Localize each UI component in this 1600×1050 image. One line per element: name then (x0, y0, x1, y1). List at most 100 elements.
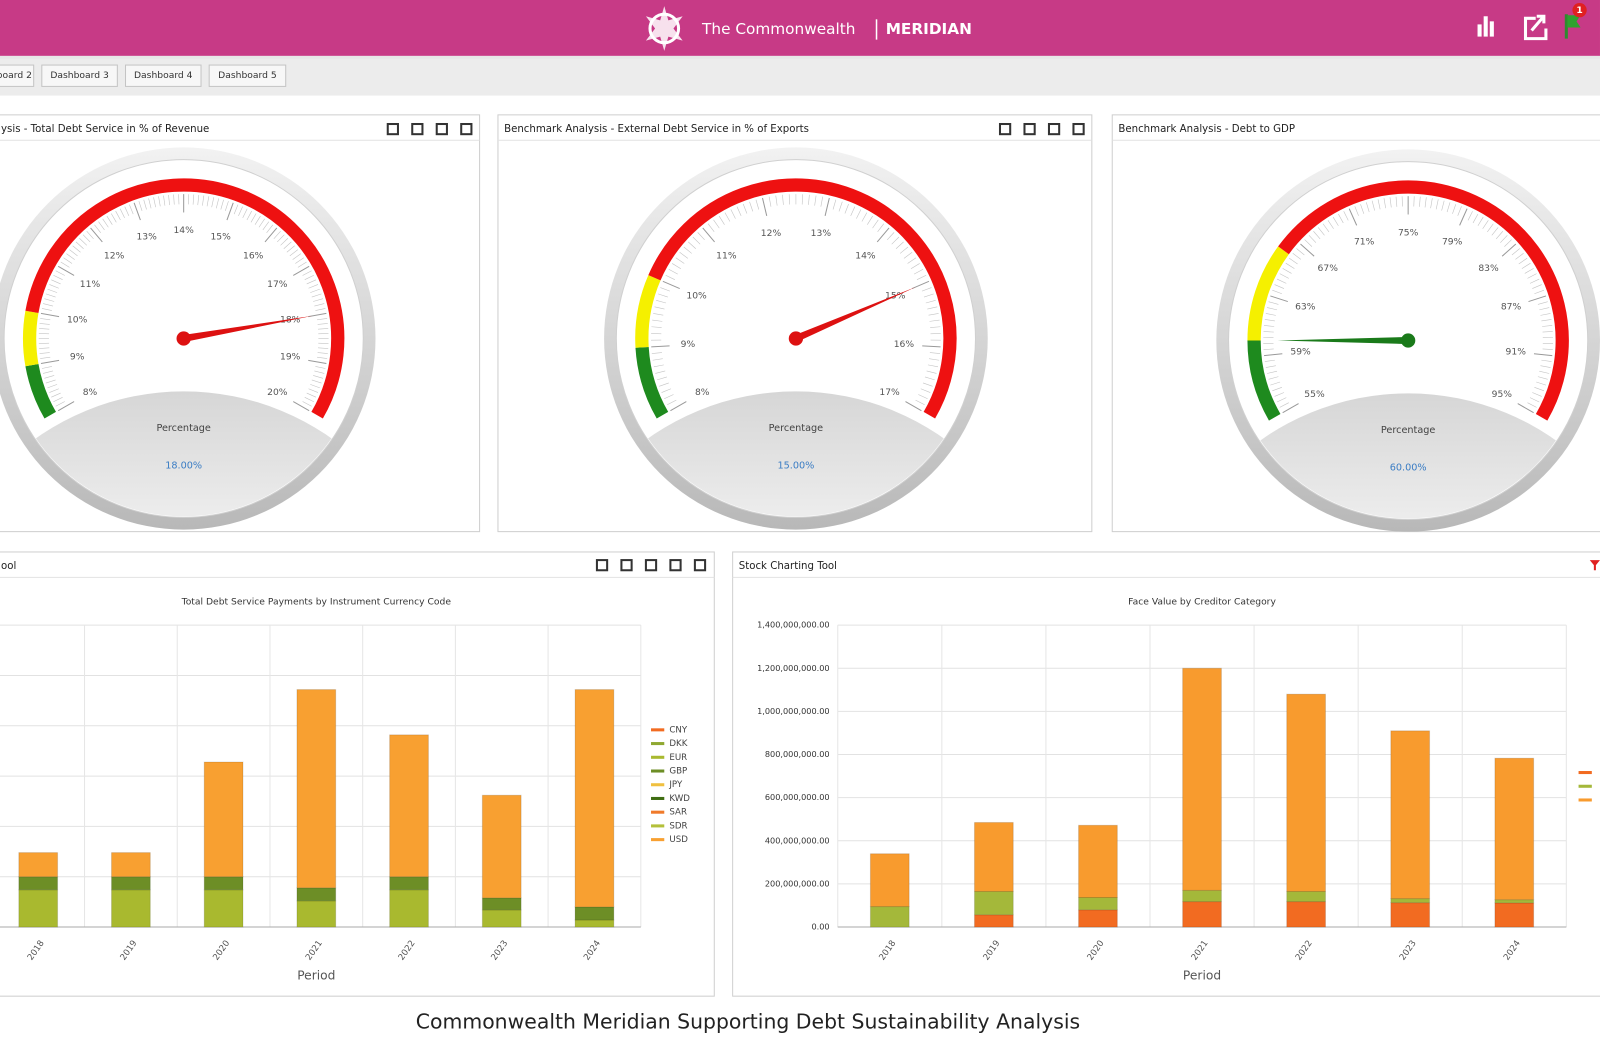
gauge-tick-label: 10% (67, 314, 88, 325)
bar-segment (389, 876, 429, 891)
gauge-minor-tick (929, 358, 940, 361)
gauge-tick-label: 55% (1304, 389, 1325, 400)
gauge-tick-label: 20% (267, 387, 288, 398)
legend-label: USD (669, 835, 688, 845)
panel-tool[interactable] (620, 559, 633, 572)
tab-label: Dashboard 5 (218, 70, 277, 81)
legend-label: CNY (669, 725, 688, 735)
bar-segment (1494, 757, 1535, 901)
gauge-band (648, 178, 957, 419)
gauge-minor-tick (311, 379, 322, 384)
tab[interactable] (41, 64, 118, 87)
gauge-tick-label: 10% (686, 290, 707, 301)
bar-chart: Total Debt Service Payments by Instrumen… (0, 596, 690, 982)
gauge-minor-tick (899, 246, 909, 254)
gauge-minor-tick (850, 206, 856, 217)
panel-title: Benchmark Analysis - Debt to GDP (1118, 124, 1295, 135)
gauge-minor-tick (755, 199, 760, 210)
filter-icon[interactable] (1589, 560, 1600, 571)
gauge-minor-tick (1371, 200, 1375, 211)
gauge-minor-tick (306, 392, 317, 398)
gauge-minor-tick (867, 215, 873, 225)
panel-tool[interactable] (644, 559, 658, 572)
bar-segment (18, 852, 59, 878)
gauge-minor-tick (250, 213, 257, 223)
header-shadow (0, 55, 1600, 59)
gauge-minor-tick (916, 274, 927, 280)
gauge-minor-tick (658, 293, 668, 298)
bar-segment (203, 876, 244, 891)
panel-tool[interactable] (1023, 122, 1036, 136)
panel-title: ysis - Total Debt Service in % of Revenu… (1, 124, 209, 135)
panel-tool[interactable] (460, 122, 473, 136)
gauge-minor-tick (922, 382, 933, 387)
gauge-minor-tick (651, 326, 662, 328)
gauge-minor-tick (40, 318, 51, 321)
stats-icon[interactable] (1477, 16, 1494, 37)
gauge-band (635, 346, 669, 419)
gauge-minor-tick (41, 366, 52, 369)
gauge-band (25, 363, 57, 419)
gauge-minor-tick (886, 232, 895, 241)
tab[interactable] (208, 64, 287, 87)
gauge-minor-tick (39, 352, 50, 354)
gauge-tick-label: 8% (83, 387, 98, 398)
gauge-minor-tick (94, 224, 101, 233)
gauge-minor-tick (1534, 387, 1545, 392)
bar-segment (1390, 898, 1431, 904)
alerts-icon[interactable] (1564, 3, 1587, 39)
gauge-tick (922, 345, 941, 348)
tab[interactable] (0, 64, 35, 87)
gauge-minor-tick (808, 194, 810, 205)
gauge-tick (1263, 353, 1283, 357)
brand: The Commonwealth (701, 20, 855, 38)
gauge-minor-tick (297, 261, 307, 268)
gauge-minor-tick (1441, 200, 1445, 211)
gauge-minor-tick (1317, 227, 1325, 236)
gauge-minor-tick (1282, 268, 1292, 274)
tab[interactable] (124, 64, 202, 87)
gauge-minor-tick (308, 388, 319, 393)
gauge-minor-tick (718, 215, 725, 225)
export-icon[interactable] (1523, 14, 1548, 41)
gauge-minor-tick (225, 201, 229, 211)
gauge-minor-tick (1265, 313, 1276, 316)
gauge-minor-tick (683, 246, 692, 254)
gauge-minor-tick (1500, 235, 1508, 243)
gauge-minor-tick (273, 231, 281, 239)
panel-tool[interactable] (693, 559, 707, 572)
gauge-minor-tick (1389, 197, 1392, 208)
gauge-band (25, 178, 345, 419)
gauge-minor-tick (49, 284, 59, 289)
panel-tool[interactable] (998, 122, 1012, 136)
gauge-minor-tick (1268, 301, 1279, 305)
gauge-minor-tick (153, 197, 156, 208)
gauge-minor-tick (1424, 197, 1427, 208)
gauge-minor-tick (918, 394, 928, 400)
panel-tool[interactable] (411, 122, 424, 136)
gauge-minor-tick (79, 238, 87, 246)
gauge-minor-tick (1435, 199, 1439, 210)
gauge-tick (292, 401, 310, 412)
panel-tool[interactable] (386, 122, 399, 136)
gauge-minor-tick (1338, 213, 1344, 224)
panel-tool[interactable] (669, 559, 682, 572)
gauge-minor-tick (1529, 397, 1540, 403)
panel-tool[interactable] (1047, 122, 1061, 136)
bar-segment (973, 821, 1014, 892)
gauge-minor-tick (927, 306, 938, 310)
gauge-minor-tick (238, 206, 243, 217)
panel-tool[interactable] (595, 559, 609, 572)
gauge-tick-label: 14% (173, 225, 194, 236)
panel-tool[interactable] (435, 122, 448, 136)
panel-tool[interactable] (1072, 122, 1085, 136)
gauge-minor-tick (1457, 206, 1462, 216)
gauge-minor-tick (659, 382, 669, 387)
bar-segment (1078, 909, 1118, 928)
gauge-minor-tick (1419, 196, 1421, 207)
gauge-minor-tick (192, 194, 195, 205)
gauge-tick-label: 13% (136, 232, 157, 243)
gauge-minor-tick (1267, 370, 1278, 374)
gauge-minor-tick (1540, 365, 1551, 368)
